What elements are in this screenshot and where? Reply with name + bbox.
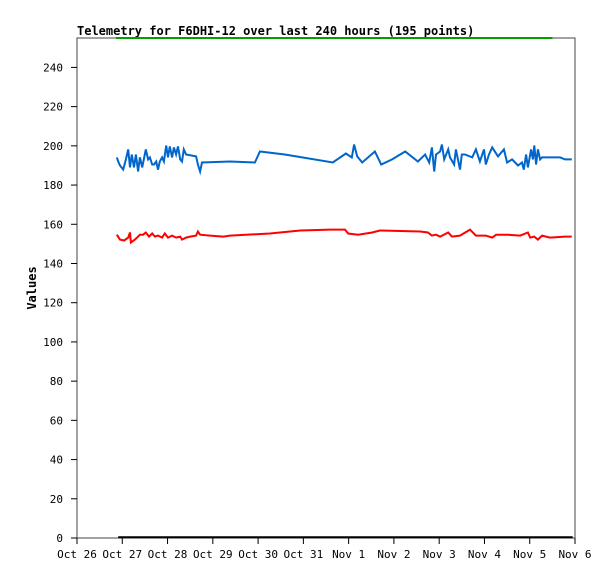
y-tick-label: 200 [43, 140, 63, 153]
plot-area [76, 37, 576, 539]
x-tick-label: Oct 30 [238, 548, 278, 561]
y-tick-label: 220 [43, 101, 63, 114]
x-tick-label: Nov 4 [468, 548, 501, 561]
y-tick-label: 0 [56, 532, 63, 545]
y-tick-label: 240 [43, 61, 63, 74]
y-tick-label: 20 [50, 493, 63, 506]
chart-title: Telemetry for F6DHI-12 over last 240 hou… [77, 24, 474, 38]
x-tick-label: Oct 26 [57, 548, 97, 561]
x-tick-label: Oct 29 [193, 548, 233, 561]
x-tick-label: Oct 27 [102, 548, 142, 561]
x-tick-label: Nov 6 [558, 548, 591, 561]
y-tick-label: 140 [43, 257, 63, 270]
x-tick-label: Oct 31 [283, 548, 323, 561]
series-red-line [115, 228, 572, 245]
y-tick-label: 80 [50, 375, 63, 388]
y-tick-label: 100 [43, 336, 63, 349]
y-tick-label: 40 [50, 454, 63, 467]
y-axis-label: Values [25, 266, 39, 309]
x-tick-label: Oct 28 [148, 548, 188, 561]
x-tick-label: Nov 5 [513, 548, 546, 561]
y-tick-label: 160 [43, 218, 63, 231]
x-tick-label: Nov 1 [332, 548, 365, 561]
x-tick-label: Nov 3 [423, 548, 456, 561]
series-blue-line [115, 144, 572, 176]
x-tick-label: Nov 2 [377, 548, 410, 561]
y-tick-label: 120 [43, 297, 63, 310]
y-tick-label: 60 [50, 414, 63, 427]
y-tick-label: 180 [43, 179, 63, 192]
